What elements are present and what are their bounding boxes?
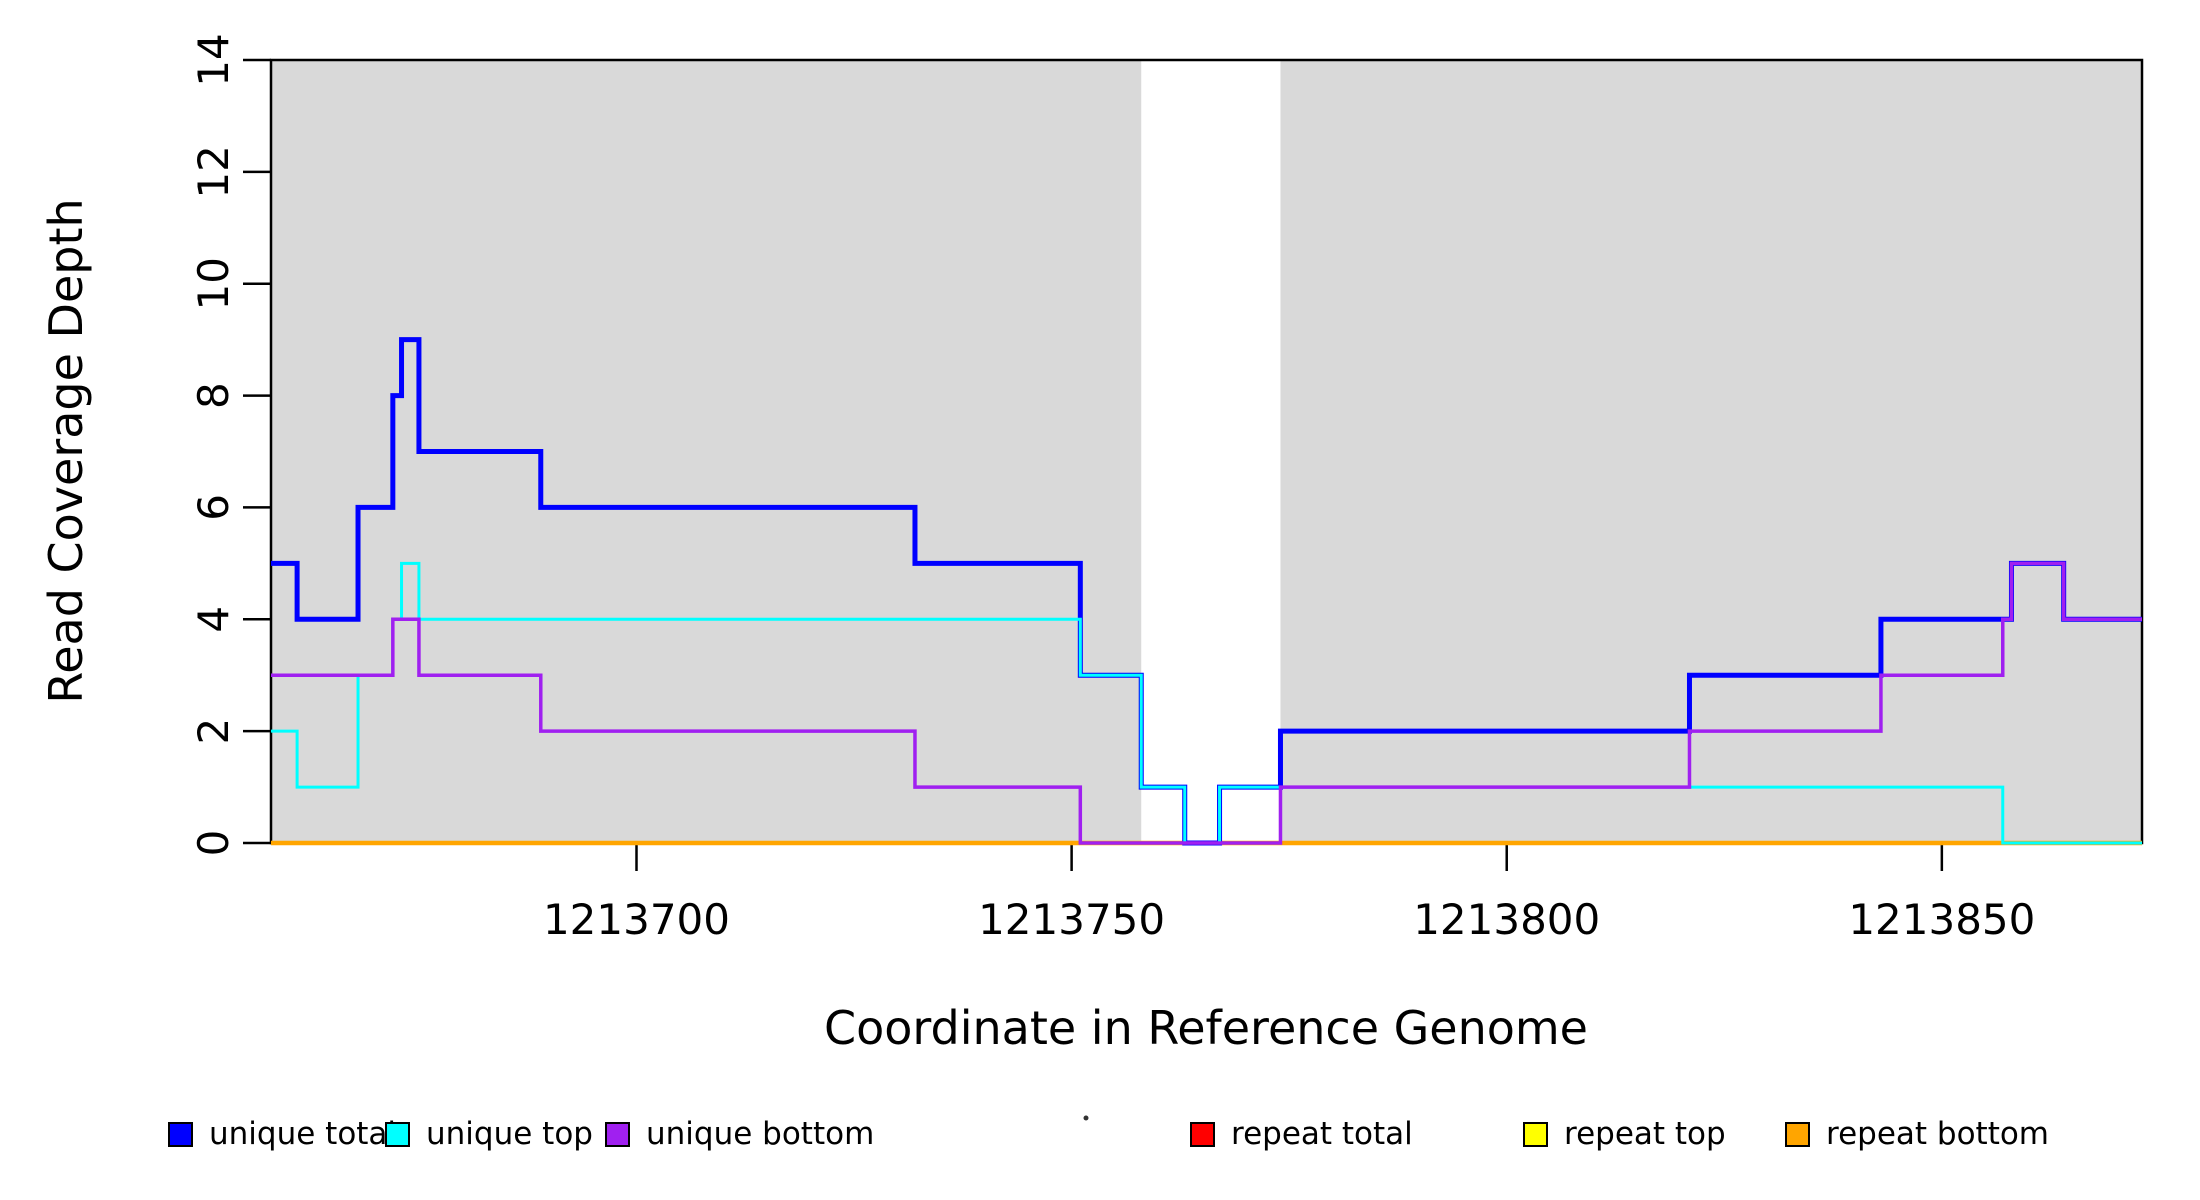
y-tick-label: 10 [189,257,238,310]
x-axis-title: Coordinate in Reference Genome [824,1001,1588,1055]
legend-swatch-unique-total [168,1121,193,1147]
legend-label: unique total [209,1116,397,1152]
legend-item-unique-total: unique total [168,1112,396,1156]
legend-item-repeat-total: repeat total [1190,1112,1413,1156]
y-tick-label: 6 [189,494,238,521]
legend-swatch-unique-bottom [605,1121,630,1147]
legend-label: unique bottom [646,1116,875,1152]
y-axis-title: Read Coverage Depth [39,198,93,703]
legend-label: repeat total [1231,1116,1413,1152]
x-tick-label: 1213800 [1413,895,1600,944]
x-tick-label: 1213700 [543,895,730,944]
legend-item-repeat-bottom: repeat bottom [1785,1112,2049,1156]
shaded-region [1280,60,2142,843]
legend-label: repeat top [1564,1116,1726,1152]
stray-dot [1083,1115,1089,1121]
legend-item-unique-top: unique top [385,1112,593,1156]
legend-swatch-unique-top [385,1121,410,1147]
legend-swatch-repeat-top [1523,1121,1548,1147]
shaded-region [271,60,1142,843]
legend-item-repeat-top: repeat top [1523,1112,1726,1156]
x-tick-label: 1213750 [978,895,1165,944]
legend-label: unique top [426,1116,593,1152]
legend-item-unique-bottom: unique bottom [605,1112,874,1156]
y-tick-label: 8 [189,382,238,409]
legend-swatch-repeat-bottom [1785,1121,1810,1147]
y-tick-label: 2 [189,718,238,745]
y-tick-label: 12 [189,145,238,198]
series-line-unique-top [271,561,2142,845]
y-tick-label: 0 [189,830,238,857]
y-tick-label: 4 [189,606,238,633]
x-tick-label: 1213850 [1848,895,2035,944]
legend-swatch-repeat-total [1190,1121,1215,1147]
series-line-unique-bottom [271,561,2142,845]
legend-label: repeat bottom [1826,1116,2050,1152]
y-tick-label: 14 [189,33,238,86]
